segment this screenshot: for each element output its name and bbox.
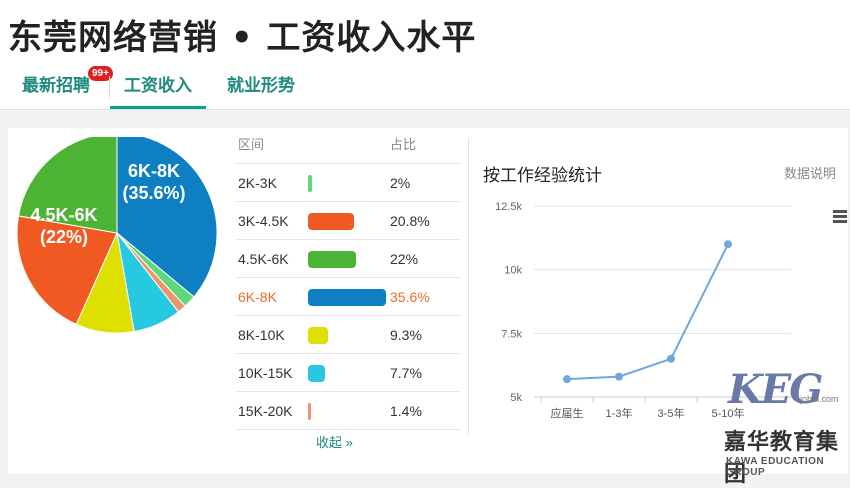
data-point[interactable] xyxy=(667,354,675,363)
data-point[interactable] xyxy=(615,372,623,381)
tab-divider xyxy=(109,76,110,98)
logo-en-name: KAWA EDUCATION GROUP xyxy=(726,456,825,478)
header-range: 区间 xyxy=(238,137,265,152)
share-bar xyxy=(308,251,357,268)
share-bar xyxy=(308,403,312,420)
range-label: 4.5K-6K xyxy=(238,251,289,267)
range-label: 8K-10K xyxy=(238,327,285,343)
pie-label: (22%) xyxy=(40,227,88,247)
share-value: 22% xyxy=(390,251,419,267)
range-label: 6K-8K xyxy=(238,289,277,305)
tab-employment-trend[interactable]: 就业形势 xyxy=(227,66,295,107)
site-watermark: jobui.com xyxy=(800,394,839,404)
page-title: 东莞网络营销 • 工资收入水平 xyxy=(8,18,477,58)
range-label: 2K-3K xyxy=(238,175,277,191)
y-tick-label: 5k xyxy=(510,392,522,404)
share-value: 2% xyxy=(390,175,411,191)
data-point[interactable] xyxy=(724,240,732,249)
range-label: 15K-20K xyxy=(238,403,293,419)
pie-slice-3K-4.5K[interactable] xyxy=(16,215,118,325)
y-tick-label: 12.5k xyxy=(495,201,522,213)
header-share: 占比 xyxy=(390,137,417,152)
hamburger-menu-icon[interactable] xyxy=(833,210,847,224)
table-row: 8K-10K 9.3% xyxy=(236,315,461,354)
x-tick-label: 应届生 xyxy=(551,406,584,420)
table-row: 2K-3K 2% xyxy=(236,163,461,202)
page-header: 东莞网络营销 • 工资收入水平 最新招聘 99+ 工资收入 就业形势 xyxy=(0,0,850,110)
share-value: 7.7% xyxy=(390,365,422,381)
share-value: 35.6% xyxy=(390,289,430,305)
series-line xyxy=(566,243,729,381)
tab-salary-income[interactable]: 工资收入 xyxy=(110,66,206,109)
pie-label: 4.5K-6K xyxy=(30,205,97,225)
tab-label: 就业形势 xyxy=(227,76,295,96)
share-value: 9.3% xyxy=(390,327,422,343)
notification-badge: 99+ xyxy=(88,66,113,81)
share-bar xyxy=(308,327,329,344)
x-tick-label: 1-3年 xyxy=(606,406,633,420)
share-value: 1.4% xyxy=(390,403,422,419)
table-row: 4.5K-6K 22% xyxy=(236,239,461,278)
tab-label: 最新招聘 xyxy=(22,76,90,96)
share-bar xyxy=(308,213,354,230)
data-point[interactable] xyxy=(563,375,571,384)
salary-pie-chart: 6K-8K (35.6%) 4.5K-6K (22%) xyxy=(14,132,224,342)
experience-chart-title: 按工作经验统计 xyxy=(483,166,602,186)
logo-cn-name: 嘉华教育集团 xyxy=(724,429,840,487)
table-row: 15K-20K 1.4% xyxy=(236,391,461,430)
pie-slice-6K-8K[interactable] xyxy=(116,132,218,298)
tab-latest-jobs[interactable]: 最新招聘 xyxy=(22,66,90,107)
x-tick-label: 5-10年 xyxy=(711,406,744,420)
pie-label: (35.6%) xyxy=(122,183,185,203)
y-tick-label: 7.5k xyxy=(501,328,522,340)
range-label: 10K-15K xyxy=(238,365,293,381)
table-bottom-border xyxy=(236,429,461,430)
tab-bar: 最新招聘 99+ 工资收入 就业形势 xyxy=(0,66,850,110)
kawa-logo-watermark: KEG jobui.com 嘉华教育集团 KAWA EDUCATION GROU… xyxy=(722,366,850,487)
share-value: 20.8% xyxy=(390,213,430,229)
share-bar xyxy=(308,289,386,306)
data-explanation-link[interactable]: 数据说明 xyxy=(784,166,837,181)
share-bar xyxy=(308,175,313,192)
table-row: 6K-8K 35.6% xyxy=(236,277,461,316)
table-row: 3K-4.5K 20.8% xyxy=(236,201,461,240)
experience-line-chart: 12.5k 10k 7.5k 5k 应届生 1-3年 3-5年 5-10年 xyxy=(495,201,791,420)
table-row: 10K-15K 7.7% xyxy=(236,353,461,392)
pie-label: 6K-8K xyxy=(128,161,180,181)
tab-label: 工资收入 xyxy=(124,76,192,96)
divider xyxy=(468,138,469,434)
logo-brand: KEG xyxy=(728,366,823,413)
x-tick-label: 3-5年 xyxy=(658,406,685,420)
range-label: 3K-4.5K xyxy=(238,213,289,229)
y-tick-label: 10k xyxy=(504,265,522,277)
collapse-link[interactable]: 收起 » xyxy=(316,435,353,450)
share-bar xyxy=(308,365,325,382)
